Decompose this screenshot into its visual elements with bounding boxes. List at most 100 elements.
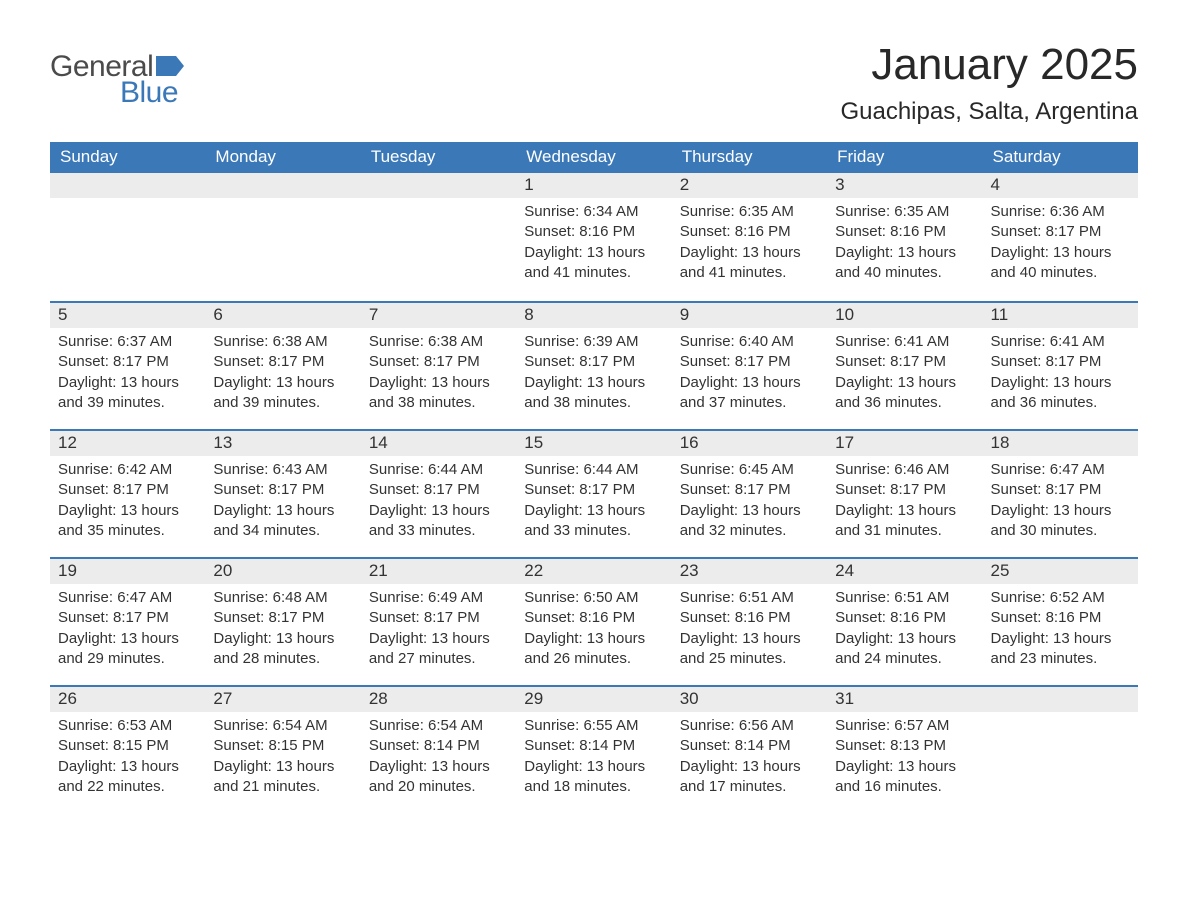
day-number: 25: [983, 557, 1138, 584]
weekday-sunday: Sunday: [50, 142, 205, 173]
daylight-line2: and 25 minutes.: [680, 649, 819, 669]
month-title: January 2025: [840, 40, 1138, 90]
daylight-line1: Daylight: 13 hours: [680, 501, 819, 521]
day-number: 4: [983, 173, 1138, 198]
daylight-line2: and 16 minutes.: [835, 777, 974, 797]
day-details: Sunrise: 6:34 AMSunset: 8:16 PMDaylight:…: [516, 198, 671, 287]
sunset-text: Sunset: 8:17 PM: [58, 352, 197, 372]
calendar-cell: 22Sunrise: 6:50 AMSunset: 8:16 PMDayligh…: [516, 557, 671, 685]
day-details: Sunrise: 6:57 AMSunset: 8:13 PMDaylight:…: [827, 712, 982, 801]
calendar-cell: 13Sunrise: 6:43 AMSunset: 8:17 PMDayligh…: [205, 429, 360, 557]
day-details: Sunrise: 6:51 AMSunset: 8:16 PMDaylight:…: [672, 584, 827, 673]
daylight-line1: Daylight: 13 hours: [58, 629, 197, 649]
daylight-line1: Daylight: 13 hours: [213, 501, 352, 521]
sunrise-text: Sunrise: 6:38 AM: [369, 332, 508, 352]
daylight-line1: Daylight: 13 hours: [835, 757, 974, 777]
calendar-cell: 18Sunrise: 6:47 AMSunset: 8:17 PMDayligh…: [983, 429, 1138, 557]
flag-icon: [156, 56, 184, 76]
calendar-cell: 31Sunrise: 6:57 AMSunset: 8:13 PMDayligh…: [827, 685, 982, 813]
calendar-cell: 7Sunrise: 6:38 AMSunset: 8:17 PMDaylight…: [361, 301, 516, 429]
calendar-cell: 10Sunrise: 6:41 AMSunset: 8:17 PMDayligh…: [827, 301, 982, 429]
sunrise-text: Sunrise: 6:41 AM: [835, 332, 974, 352]
daylight-line1: Daylight: 13 hours: [835, 373, 974, 393]
sunset-text: Sunset: 8:17 PM: [991, 352, 1130, 372]
day-number: 22: [516, 557, 671, 584]
daylight-line2: and 38 minutes.: [524, 393, 663, 413]
day-details: Sunrise: 6:46 AMSunset: 8:17 PMDaylight:…: [827, 456, 982, 545]
daylight-line2: and 29 minutes.: [58, 649, 197, 669]
daylight-line1: Daylight: 13 hours: [524, 373, 663, 393]
sunset-text: Sunset: 8:15 PM: [213, 736, 352, 756]
sunset-text: Sunset: 8:13 PM: [835, 736, 974, 756]
day-number: 5: [50, 301, 205, 328]
day-number: 7: [361, 301, 516, 328]
sunset-text: Sunset: 8:16 PM: [680, 608, 819, 628]
calendar-week-row: 19Sunrise: 6:47 AMSunset: 8:17 PMDayligh…: [50, 557, 1138, 685]
header-row: General Blue January 2025 Guachipas, Sal…: [50, 40, 1138, 138]
calendar-week-row: 1Sunrise: 6:34 AMSunset: 8:16 PMDaylight…: [50, 173, 1138, 301]
calendar-cell: 4Sunrise: 6:36 AMSunset: 8:17 PMDaylight…: [983, 173, 1138, 301]
sunrise-text: Sunrise: 6:39 AM: [524, 332, 663, 352]
day-details: Sunrise: 6:45 AMSunset: 8:17 PMDaylight:…: [672, 456, 827, 545]
daylight-line2: and 37 minutes.: [680, 393, 819, 413]
calendar-cell: 5Sunrise: 6:37 AMSunset: 8:17 PMDaylight…: [50, 301, 205, 429]
daylight-line2: and 41 minutes.: [680, 263, 819, 283]
sunrise-text: Sunrise: 6:35 AM: [680, 202, 819, 222]
daylight-line2: and 31 minutes.: [835, 521, 974, 541]
weekday-saturday: Saturday: [983, 142, 1138, 173]
daylight-line1: Daylight: 13 hours: [991, 373, 1130, 393]
day-details: Sunrise: 6:35 AMSunset: 8:16 PMDaylight:…: [672, 198, 827, 287]
sunrise-text: Sunrise: 6:54 AM: [369, 716, 508, 736]
daylight-line1: Daylight: 13 hours: [835, 629, 974, 649]
sunrise-text: Sunrise: 6:51 AM: [680, 588, 819, 608]
day-details: Sunrise: 6:44 AMSunset: 8:17 PMDaylight:…: [361, 456, 516, 545]
day-details: Sunrise: 6:43 AMSunset: 8:17 PMDaylight:…: [205, 456, 360, 545]
day-number: 24: [827, 557, 982, 584]
sunset-text: Sunset: 8:14 PM: [680, 736, 819, 756]
calendar-cell: [983, 685, 1138, 813]
weekday-monday: Monday: [205, 142, 360, 173]
sunrise-text: Sunrise: 6:56 AM: [680, 716, 819, 736]
empty-daynum-bar: [983, 685, 1138, 712]
empty-daynum-bar: [205, 173, 360, 198]
day-details: Sunrise: 6:37 AMSunset: 8:17 PMDaylight:…: [50, 328, 205, 417]
day-number: 19: [50, 557, 205, 584]
day-details: Sunrise: 6:38 AMSunset: 8:17 PMDaylight:…: [205, 328, 360, 417]
sunset-text: Sunset: 8:16 PM: [991, 608, 1130, 628]
day-details: Sunrise: 6:38 AMSunset: 8:17 PMDaylight:…: [361, 328, 516, 417]
calendar-cell: 27Sunrise: 6:54 AMSunset: 8:15 PMDayligh…: [205, 685, 360, 813]
day-number: 14: [361, 429, 516, 456]
day-details: Sunrise: 6:51 AMSunset: 8:16 PMDaylight:…: [827, 584, 982, 673]
sunrise-text: Sunrise: 6:52 AM: [991, 588, 1130, 608]
sunset-text: Sunset: 8:16 PM: [835, 608, 974, 628]
sunset-text: Sunset: 8:17 PM: [213, 480, 352, 500]
sunset-text: Sunset: 8:17 PM: [835, 352, 974, 372]
daylight-line1: Daylight: 13 hours: [58, 757, 197, 777]
calendar-cell: 21Sunrise: 6:49 AMSunset: 8:17 PMDayligh…: [361, 557, 516, 685]
sunrise-text: Sunrise: 6:37 AM: [58, 332, 197, 352]
day-details: Sunrise: 6:53 AMSunset: 8:15 PMDaylight:…: [50, 712, 205, 801]
day-details: Sunrise: 6:52 AMSunset: 8:16 PMDaylight:…: [983, 584, 1138, 673]
daylight-line1: Daylight: 13 hours: [213, 629, 352, 649]
calendar-cell: 8Sunrise: 6:39 AMSunset: 8:17 PMDaylight…: [516, 301, 671, 429]
daylight-line2: and 21 minutes.: [213, 777, 352, 797]
day-number: 9: [672, 301, 827, 328]
title-block: January 2025 Guachipas, Salta, Argentina: [840, 40, 1138, 138]
day-number: 12: [50, 429, 205, 456]
sunrise-text: Sunrise: 6:34 AM: [524, 202, 663, 222]
daylight-line2: and 33 minutes.: [524, 521, 663, 541]
calendar-cell: 26Sunrise: 6:53 AMSunset: 8:15 PMDayligh…: [50, 685, 205, 813]
calendar-cell: [50, 173, 205, 301]
sunset-text: Sunset: 8:16 PM: [524, 608, 663, 628]
day-number: 11: [983, 301, 1138, 328]
day-details: Sunrise: 6:40 AMSunset: 8:17 PMDaylight:…: [672, 328, 827, 417]
sunrise-text: Sunrise: 6:36 AM: [991, 202, 1130, 222]
sunrise-text: Sunrise: 6:47 AM: [991, 460, 1130, 480]
daylight-line1: Daylight: 13 hours: [524, 501, 663, 521]
daylight-line2: and 41 minutes.: [524, 263, 663, 283]
day-details: Sunrise: 6:49 AMSunset: 8:17 PMDaylight:…: [361, 584, 516, 673]
weekday-tuesday: Tuesday: [361, 142, 516, 173]
calendar-cell: 11Sunrise: 6:41 AMSunset: 8:17 PMDayligh…: [983, 301, 1138, 429]
sunrise-text: Sunrise: 6:55 AM: [524, 716, 663, 736]
sunrise-text: Sunrise: 6:53 AM: [58, 716, 197, 736]
